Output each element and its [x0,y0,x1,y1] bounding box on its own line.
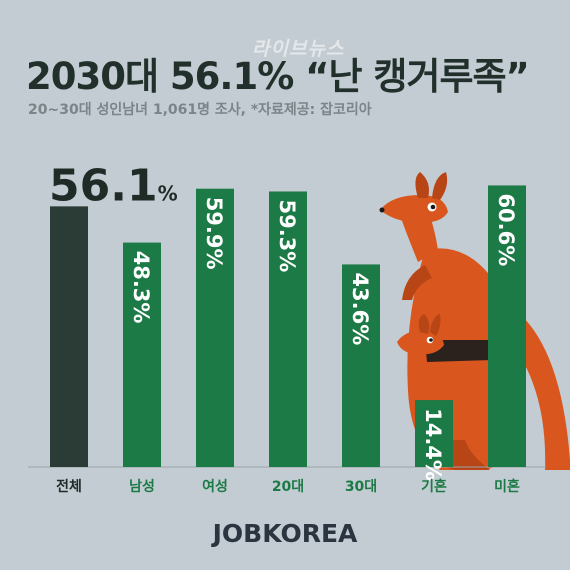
bar-4 [342,264,380,467]
value-label-4: 43.6% [348,272,372,345]
bar-5 [415,400,453,467]
category-label-0: 전체 [56,478,82,495]
bar-0 [50,206,88,467]
category-label-4: 30대 [345,479,377,495]
brand-logo-text: JOBKOREA [212,519,358,548]
category-label-5: 기혼 [421,478,447,495]
value-labels-group: 56.1% 48.3% 59.9% 59.3% 43.6% 14.4% 60.6% [49,160,518,481]
value-label-3: 59.3% [275,199,299,272]
category-labels-group: 전체 남성 여성 20대 30대 기혼 미혼 [56,478,520,495]
bar-2 [196,188,234,468]
bar-3 [269,191,307,467]
value-label-2: 59.9% [202,197,226,270]
category-label-6: 미혼 [494,478,520,495]
category-label-2: 여성 [202,478,228,495]
bar-1 [123,242,161,467]
value-label-5: 14.4% [421,408,445,481]
value-label-6: 60.6% [494,193,518,266]
bar-6 [488,185,526,468]
watermark: 라이브뉴스 [252,38,345,60]
chart-title: 2030대 56.1% “난 캥거루족” [26,55,530,98]
chart-subtitle: 20~30대 성인남녀 1,061명 조사, *자료제공: 잡코리아 [28,102,372,118]
kangaroo-illustration [379,172,570,470]
category-label-1: 남성 [129,478,155,495]
value-label-1: 48.3% [129,251,153,324]
bars-group [50,185,526,468]
value-label-total: 56.1% [49,160,178,211]
category-label-3: 20대 [272,479,304,495]
